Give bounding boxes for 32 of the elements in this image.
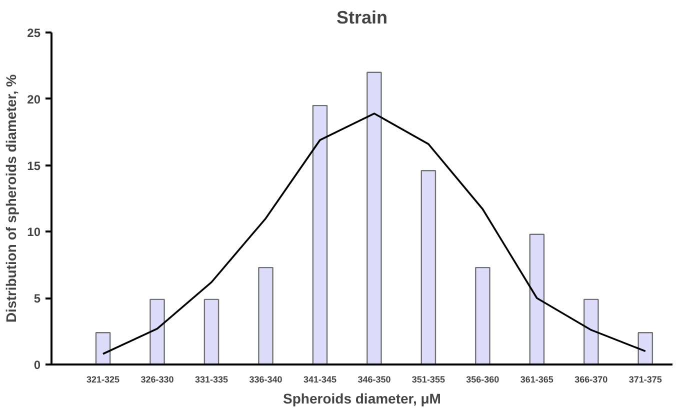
bar bbox=[95, 332, 111, 364]
x-axis-title: Spheroids diameter, μM bbox=[283, 390, 441, 406]
y-tick-label: 10 bbox=[27, 225, 41, 240]
bar bbox=[366, 72, 382, 364]
x-tick-label: 326-330 bbox=[140, 374, 174, 384]
y-tick-label: 15 bbox=[27, 158, 41, 173]
x-tick-label: 356-360 bbox=[466, 374, 500, 384]
line-series bbox=[102, 112, 646, 355]
x-tick-label: 336-340 bbox=[249, 374, 282, 384]
x-tick-label: 331-335 bbox=[194, 374, 228, 384]
bar bbox=[420, 170, 436, 364]
bar bbox=[583, 298, 599, 364]
x-tick-label: 351-355 bbox=[412, 374, 445, 384]
y-tick-label: 25 bbox=[27, 26, 41, 40]
chart-title: Strain bbox=[336, 8, 388, 28]
y-axis-title: Distribution of spheroids diameter, % bbox=[3, 74, 20, 323]
x-tick-label: 321-325 bbox=[86, 374, 120, 384]
bar bbox=[258, 266, 274, 364]
bar bbox=[529, 234, 545, 364]
bar bbox=[204, 298, 220, 364]
bar bbox=[638, 332, 654, 364]
y-tick-label: 0 bbox=[34, 358, 41, 372]
x-tick-label: 361-365 bbox=[520, 374, 554, 384]
x-tick-label: 371-375 bbox=[628, 374, 662, 384]
x-tick-label: 341-345 bbox=[303, 374, 336, 384]
x-tick-label: 366-370 bbox=[574, 374, 608, 384]
y-tick-label: 5 bbox=[34, 292, 41, 306]
bar bbox=[312, 104, 328, 364]
y-tick-label: 20 bbox=[27, 92, 41, 106]
x-tick-label: 346-350 bbox=[358, 374, 391, 384]
bar bbox=[150, 298, 165, 364]
bar bbox=[475, 266, 490, 364]
